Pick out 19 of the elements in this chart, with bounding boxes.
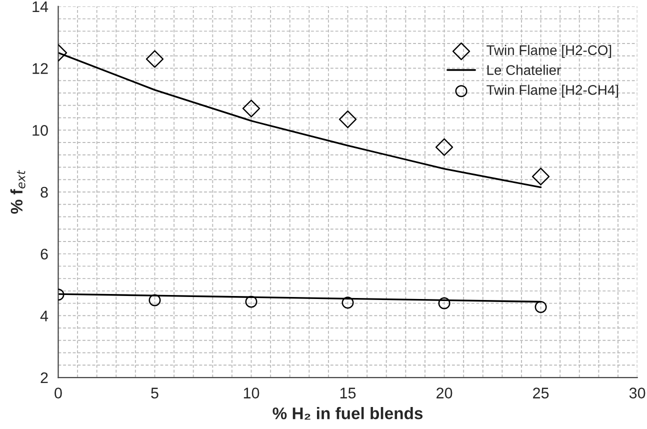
x-tick-label: 25 bbox=[533, 388, 549, 398]
y-tick-label: 4 bbox=[40, 310, 48, 322]
x-tick-label: 5 bbox=[151, 388, 158, 398]
y-tick-label: 14 bbox=[32, 1, 48, 12]
y-tick-label: 8 bbox=[40, 186, 48, 198]
y-tick-label: 10 bbox=[32, 125, 48, 136]
y-tick-label: 2 bbox=[40, 372, 48, 384]
y-tick-label: 6 bbox=[40, 248, 48, 260]
x-tick-label: 30 bbox=[629, 388, 646, 398]
legend-label: Twin Flame [H2-CO] bbox=[486, 44, 612, 58]
y-tick-label: 12 bbox=[32, 63, 48, 74]
legend-label: Twin Flame [H2-CH4] bbox=[486, 84, 618, 98]
x-tick-label: 20 bbox=[436, 388, 452, 398]
x-axis-title: % H₂ in fuel blends bbox=[272, 407, 423, 420]
x-tick-label: 10 bbox=[244, 388, 260, 398]
x-tick-label: 0 bbox=[54, 388, 62, 398]
x-tick-label: 15 bbox=[340, 388, 356, 398]
y-axis-title: % f$_{ext}$ bbox=[10, 170, 26, 214]
legend-label: Le Chatelier bbox=[487, 64, 561, 76]
